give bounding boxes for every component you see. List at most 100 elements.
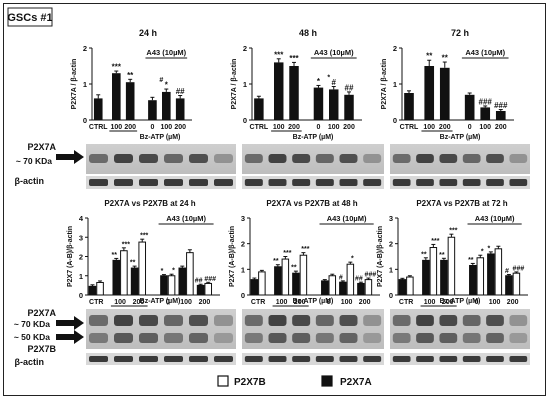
significance-label: * [317, 77, 321, 86]
bar-p2x7a [88, 285, 97, 296]
bar-p2x7b [186, 252, 194, 296]
legend-label-p2x7b: P2X7B [234, 377, 266, 388]
inhibitor-label: A43 (10µM) [314, 48, 354, 57]
chart-title: 48 h [299, 28, 317, 38]
significance-label: ** [468, 257, 474, 264]
blot-band [114, 315, 133, 326]
significance-label: *** [289, 54, 299, 63]
significance-label: ** [291, 265, 297, 272]
loading-band [392, 179, 411, 186]
x-tick-label: CTR [399, 299, 413, 306]
blot-panel-1: Bz-ATP (µM) [86, 134, 236, 189]
loading-band [292, 179, 311, 186]
bar [329, 89, 339, 120]
x-tick-label: 200 [359, 299, 371, 306]
x-tick-label: 100 [423, 124, 435, 131]
significance-label: ### [365, 272, 377, 279]
loading-band [315, 356, 334, 362]
bar-p2x7a [469, 264, 477, 296]
significance-label: # [332, 78, 337, 87]
top-band-label: P2X7A [27, 142, 56, 152]
blot-panel-5: Bz-ATP (µM) [242, 298, 384, 365]
bar [495, 111, 506, 120]
significance-label: *** [274, 50, 284, 59]
bottom-band-a-label: P2X7A [27, 308, 56, 318]
bar-p2x7a [422, 259, 430, 296]
x-tick-label: 200 [343, 124, 355, 131]
y-tick-label: 2 [83, 44, 87, 53]
bar-p2x7b [346, 263, 355, 296]
y-tick-label: 0 [241, 291, 245, 300]
significance-label: *** [301, 246, 309, 253]
significance-label: ## [176, 87, 185, 96]
bottom-kda-a-label: ~ 70 KDa [14, 319, 50, 329]
loading-band [486, 356, 504, 362]
y-tick-label: 0 [83, 116, 87, 125]
blot-band [392, 315, 411, 326]
bar [162, 91, 171, 120]
x-tick-label: 100 [114, 299, 126, 306]
bar-p2x7a [339, 281, 347, 296]
y-tick-label: 4 [79, 214, 84, 223]
significance-label: ** [130, 260, 136, 267]
blot-panel-2: Bz-ATP (µM) [242, 134, 384, 189]
significance-label: ## [355, 276, 363, 283]
y-tick-label: 1 [243, 80, 247, 89]
x-tick-label: 0 [150, 124, 154, 131]
blot-band [363, 333, 382, 343]
blot-band [268, 333, 287, 343]
bar [404, 93, 414, 120]
x-tick-label: 0 [327, 299, 331, 306]
loading-band [214, 356, 233, 362]
bar [254, 98, 264, 120]
bar-p2x7b [204, 282, 213, 296]
loading-band [416, 356, 434, 362]
loading-band [114, 179, 133, 186]
bar-p2x7a [160, 275, 168, 296]
x-tick-label: 0 [475, 299, 479, 306]
bar-p2x7a [112, 259, 121, 296]
blot-band [214, 333, 233, 343]
blot-band [89, 315, 108, 326]
bar [289, 66, 299, 120]
blot-band [139, 333, 158, 343]
significance-label: ** [127, 71, 134, 80]
blot-band [462, 154, 481, 163]
significance-label: * [165, 81, 169, 90]
bar-p2x7a [321, 280, 329, 296]
blot-band [392, 154, 411, 163]
loading-band [315, 179, 334, 186]
blot-treatment-label: Bz-ATP (µM) [293, 298, 334, 305]
top-arrow-icon [56, 150, 84, 164]
x-tick-label: 0 [317, 124, 321, 131]
blot-band [214, 154, 233, 163]
blot-panel-3: Bz-ATP (µM) [390, 134, 530, 189]
y-axis-label: P2X7A / β-actin [71, 59, 78, 110]
y-tick-label: 1 [83, 80, 87, 89]
blot-treatment-label: Bz-ATP (µM) [140, 134, 181, 141]
bar-p2x7b [364, 279, 373, 296]
loading-band [462, 356, 481, 362]
bar-p2x7b [476, 257, 485, 296]
significance-label: *** [122, 241, 130, 248]
bar [148, 100, 157, 120]
loading-band [164, 356, 183, 362]
loading-blot-image [390, 176, 530, 189]
x-tick-label: 100 [273, 124, 285, 131]
blot-band [439, 333, 458, 343]
bar [93, 98, 103, 120]
bottom-loading-label: β-actin [15, 357, 45, 367]
y-tick-label: 0 [243, 116, 247, 125]
blot-band [214, 315, 233, 326]
y-axis-label: P2X7 (A-B)/β-actin [377, 226, 384, 287]
loading-band [509, 356, 528, 362]
blot-band [315, 154, 334, 163]
bar [344, 94, 354, 120]
blot-panel-4: Bz-ATP (µM) [86, 298, 236, 365]
x-tick-label: 200 [174, 124, 186, 131]
bar-p2x7b [429, 247, 438, 296]
y-axis-label: P2X7A / β-actin [381, 59, 388, 110]
blot-image [86, 309, 236, 349]
blot-band [244, 315, 263, 326]
significance-label: ** [442, 54, 449, 63]
